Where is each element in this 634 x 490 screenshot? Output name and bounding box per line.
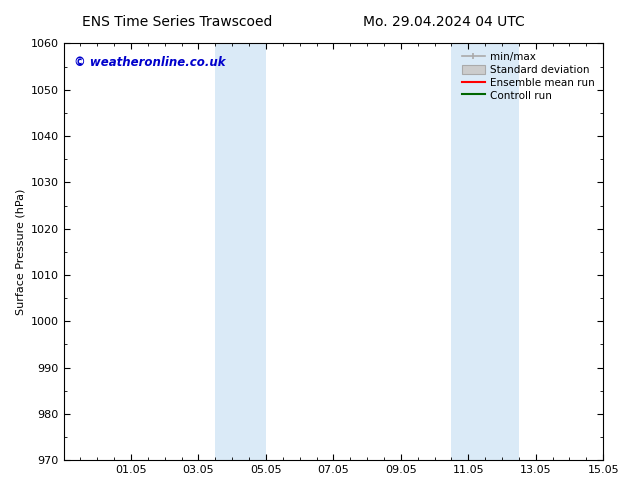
Bar (451, 44, 519, 460)
Text: Mo. 29.04.2024 04 UTC: Mo. 29.04.2024 04 UTC (363, 15, 525, 29)
Legend: min/max, Standard deviation, Ensemble mean run, Controll run: min/max, Standard deviation, Ensemble me… (459, 49, 598, 104)
Text: ENS Time Series Trawscoed: ENS Time Series Trawscoed (82, 15, 273, 29)
Y-axis label: Surface Pressure (hPa): Surface Pressure (hPa) (15, 189, 25, 315)
Text: © weatheronline.co.uk: © weatheronline.co.uk (74, 56, 226, 69)
Bar (216, 44, 266, 460)
